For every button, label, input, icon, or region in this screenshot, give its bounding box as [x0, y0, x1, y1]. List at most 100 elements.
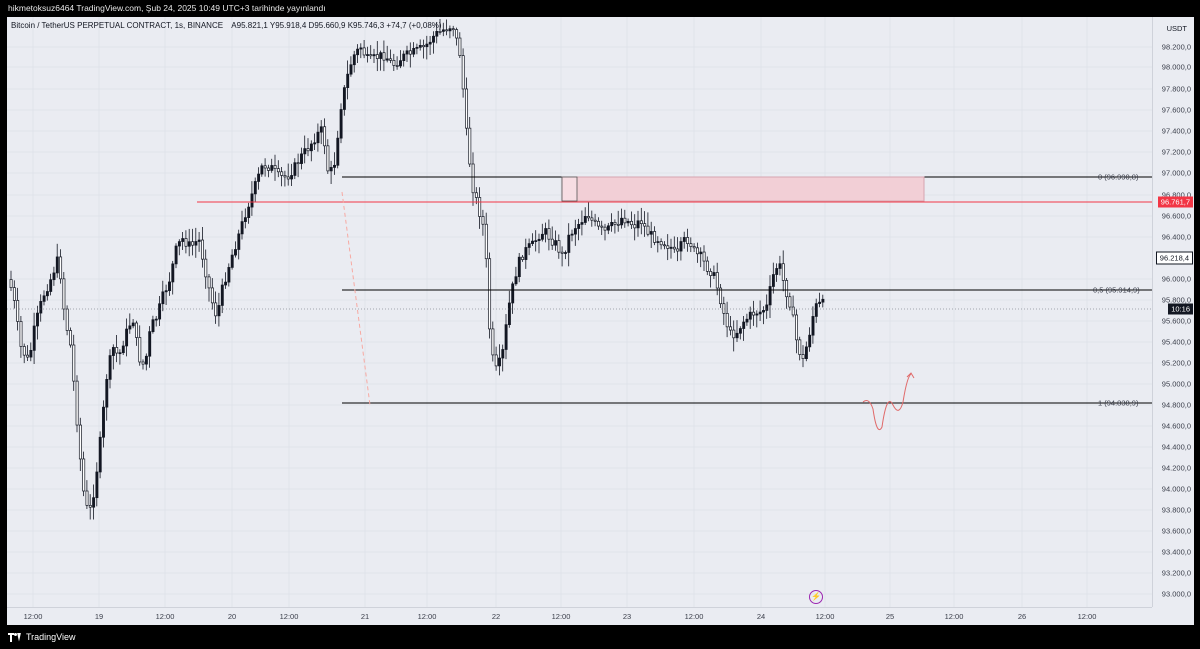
candle-body	[39, 301, 43, 314]
candle-body	[821, 298, 825, 303]
price-axis[interactable]: USDT 98.200,0 98.000,0 97.800,0 97.600,0 97.…	[1152, 17, 1194, 607]
candle-body	[788, 296, 792, 308]
candle	[633, 214, 637, 241]
candle	[164, 284, 168, 305]
candle	[300, 147, 303, 170]
candle-body	[692, 246, 696, 249]
candle-body	[653, 231, 657, 243]
candle	[666, 234, 670, 261]
candle	[296, 153, 300, 178]
candle	[52, 266, 56, 286]
candle	[385, 45, 389, 63]
candle-body	[144, 355, 148, 365]
candle-body	[620, 217, 624, 226]
candle	[752, 300, 756, 326]
candle-body	[237, 233, 241, 250]
candle-body	[303, 148, 307, 155]
candle	[75, 375, 79, 433]
candle	[270, 158, 274, 173]
candle-body	[468, 127, 472, 165]
candle	[785, 278, 789, 309]
lightning-icon[interactable]: ⚡	[809, 590, 823, 604]
candle-body	[372, 54, 376, 57]
time-axis-label: 12:00	[944, 612, 964, 621]
time-axis[interactable]: 12:00 19 12:00 20 12:00 21 12:00 22 12:00 23 12:00…	[7, 607, 1152, 625]
candle	[544, 222, 548, 243]
candle-body	[276, 168, 280, 173]
candle-body	[102, 406, 105, 438]
candle	[49, 273, 53, 296]
candle-body	[135, 322, 138, 338]
candle-body	[540, 233, 544, 240]
symbol-legend[interactable]: Bitcoin / TetherUS PERPETUAL CONTRACT, 1…	[11, 21, 442, 30]
candle-body	[725, 312, 729, 328]
candle-body	[603, 226, 607, 231]
candle-body	[131, 322, 135, 327]
candle	[649, 221, 653, 248]
candle-body	[511, 283, 515, 304]
candle	[729, 316, 732, 336]
candle	[735, 320, 739, 343]
candle	[676, 237, 680, 262]
candle	[771, 262, 775, 294]
countdown-tag: 10:16	[1168, 303, 1193, 315]
symbol-title[interactable]: Bitcoin / TetherUS PERPETUAL CONTRACT, 1…	[11, 21, 224, 30]
candle	[623, 209, 627, 228]
candle	[570, 229, 574, 242]
candle	[531, 233, 534, 246]
candle-body	[300, 153, 303, 164]
candle-body	[42, 295, 46, 302]
candle-body	[217, 305, 221, 317]
candle	[808, 327, 812, 352]
candle-body	[82, 458, 86, 492]
candle-body	[121, 345, 125, 354]
candle	[316, 123, 320, 152]
candle	[399, 50, 402, 69]
candle	[111, 344, 115, 370]
candle	[336, 130, 340, 169]
time-axis-label: 23	[622, 612, 632, 621]
high-price-tag: 96.218,4	[1155, 251, 1193, 265]
candle	[597, 217, 600, 230]
candle-body	[257, 173, 261, 182]
candle	[329, 160, 333, 184]
candle-body	[26, 354, 30, 358]
candle-body	[547, 228, 551, 240]
candle	[432, 31, 435, 54]
candle-body	[498, 357, 501, 367]
candle	[494, 346, 498, 371]
price-chart-canvas[interactable]	[7, 17, 1152, 607]
candle-body	[689, 243, 693, 247]
candle	[748, 306, 752, 329]
candle	[613, 219, 617, 234]
candle	[191, 228, 195, 256]
candle	[504, 313, 508, 360]
candle-body	[201, 239, 204, 260]
tradingview-logo[interactable]: TradingView	[8, 632, 76, 642]
candle	[177, 239, 181, 256]
candle	[600, 220, 604, 236]
candle-body	[111, 347, 115, 356]
candle	[653, 226, 657, 246]
candle	[567, 223, 571, 267]
fib-level-0.5-label: 0,5 (95.914,9)	[1093, 285, 1140, 295]
price-axis-label: 93.800,0	[1161, 505, 1191, 515]
candle-body	[646, 225, 650, 235]
candle	[587, 202, 591, 222]
candle-body	[712, 272, 716, 276]
chart-panel[interactable]: Bitcoin / TetherUS PERPETUAL CONTRACT, 1…	[7, 17, 1194, 625]
candle	[306, 138, 310, 157]
candle-body	[326, 145, 330, 172]
candle-body	[273, 165, 277, 169]
candle-body	[455, 29, 459, 39]
candle	[128, 313, 132, 334]
candle	[144, 353, 148, 371]
price-axis-label: 93.400,0	[1161, 547, 1191, 557]
candle-body	[392, 59, 396, 66]
price-axis-label: 97.400,0	[1161, 126, 1191, 136]
time-axis-label: 12:00	[417, 612, 437, 621]
candle	[16, 287, 20, 331]
currency-unit-label[interactable]: USDT	[1166, 24, 1187, 33]
candle-body	[12, 287, 16, 301]
